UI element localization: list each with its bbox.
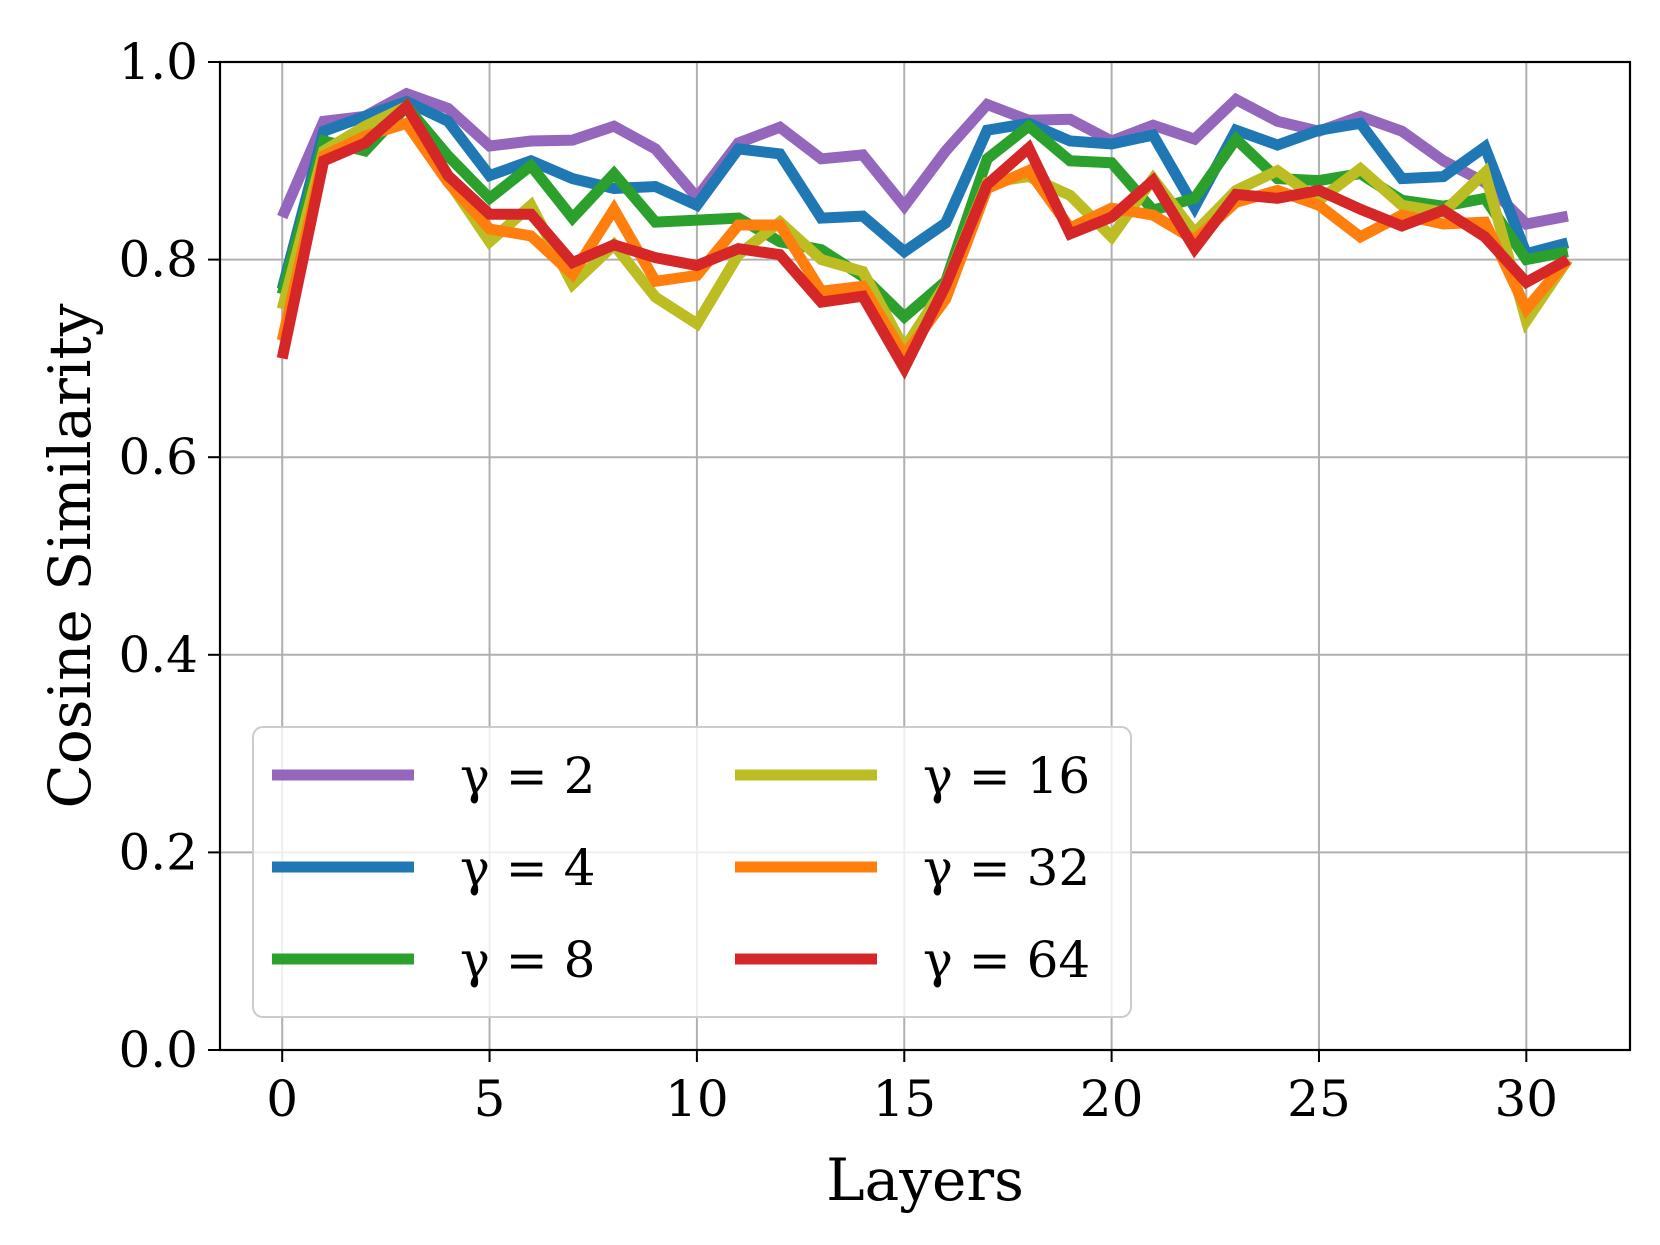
legend-label-5: γ = 32 <box>923 839 1090 897</box>
legend-box <box>252 726 1132 1018</box>
x-tick-label: 25 <box>1287 1070 1351 1128</box>
x-tick-label: 10 <box>665 1070 729 1128</box>
series-line-2 <box>276 95 1570 291</box>
x-tick-label: 0 <box>266 1070 298 1128</box>
x-axis-title: Layers <box>826 1146 1024 1214</box>
y-tick-label: 0.2 <box>118 823 198 881</box>
legend-label-2: γ = 4 <box>460 839 595 897</box>
plot-frame <box>218 60 1632 1052</box>
x-tick-label: 20 <box>1080 1070 1144 1128</box>
legend-label-1: γ = 2 <box>460 747 595 805</box>
legend-label-3: γ = 8 <box>460 931 595 989</box>
series-lines <box>276 87 1573 380</box>
y-tick-label: 0.4 <box>118 626 198 684</box>
axis-ticks: 0 5 10 15 20 25 30 0.0 0.2 0.4 0.6 0.8 1.0 <box>118 33 1558 1128</box>
series-line-1 <box>277 87 1569 230</box>
y-tick-label: 0.6 <box>118 428 198 486</box>
y-tick-label: 1.0 <box>118 33 198 91</box>
x-tick-label: 15 <box>872 1070 936 1128</box>
legend-label-6: γ = 64 <box>923 931 1090 989</box>
y-axis-title: Cosine Similarity <box>36 303 104 808</box>
y-tick-label: 0.8 <box>118 231 198 289</box>
x-tick-label: 30 <box>1495 1070 1559 1128</box>
y-tick-label: 0.0 <box>118 1021 198 1079</box>
series-line-6 <box>276 98 1571 380</box>
x-tick-label: 5 <box>474 1070 506 1128</box>
legend: γ = 2 γ = 4 γ = 8 γ = 16 γ = 32 γ = 64 <box>252 726 1132 1018</box>
legend-label-4: γ = 16 <box>923 747 1090 805</box>
